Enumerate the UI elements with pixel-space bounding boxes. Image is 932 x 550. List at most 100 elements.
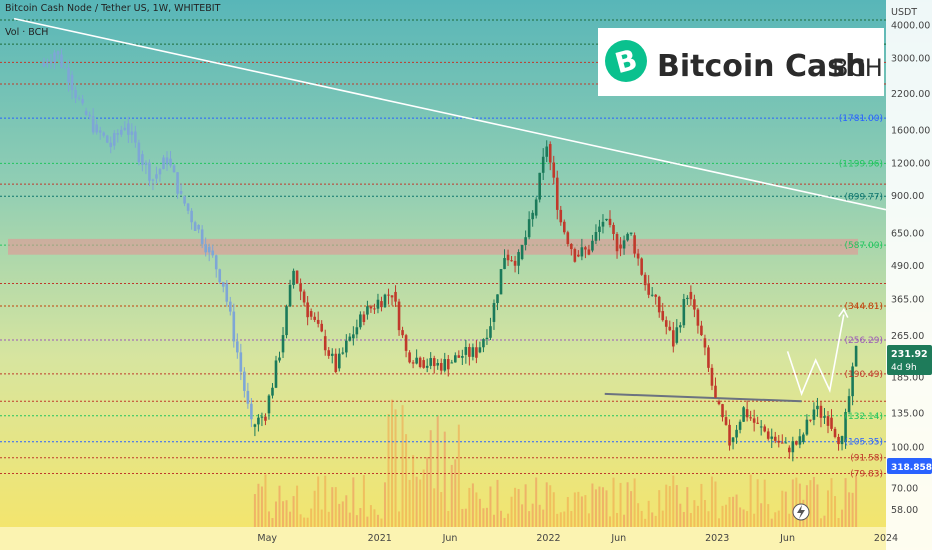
volume-bar (686, 487, 689, 527)
candle-body (675, 327, 679, 343)
candle-body (714, 385, 717, 398)
volume-bar (429, 430, 432, 527)
candle-body (362, 314, 366, 323)
candle-body (749, 417, 752, 419)
candle-body (221, 282, 225, 287)
volume-bar (795, 477, 798, 527)
candle-body (323, 336, 327, 351)
volume-bar (426, 457, 429, 527)
volume-bar (264, 474, 267, 527)
candle-body (112, 133, 116, 146)
candle-body (510, 260, 513, 262)
candle-body (780, 442, 784, 444)
candle-body (816, 405, 819, 410)
candle-body (809, 419, 812, 421)
volume-badge: 318.858K (887, 458, 932, 474)
candle-body (123, 127, 127, 130)
candle-body (53, 52, 56, 62)
candle-body (274, 360, 278, 388)
volume-bar (633, 478, 636, 527)
candle-body (141, 154, 144, 165)
volume-bar (767, 504, 770, 527)
candle-body (176, 172, 179, 194)
volume-bar (830, 478, 833, 527)
volume-bar (577, 491, 580, 527)
price-badge-countdown: 4d 9h (891, 363, 917, 373)
volume-bar (623, 514, 626, 527)
candle-body (548, 144, 552, 163)
volume-bar (735, 494, 738, 527)
volume-bar (306, 517, 309, 527)
x-tick-label: 2023 (705, 533, 729, 544)
candle-body (633, 235, 636, 254)
volume-bar (819, 518, 822, 527)
volume-bar (580, 496, 583, 527)
volume-bar (689, 512, 692, 527)
candle-body (415, 357, 418, 364)
volume-bar (317, 476, 320, 527)
volume-bar (651, 512, 654, 527)
candle-body (513, 260, 517, 266)
candle-body (450, 362, 454, 364)
volume-bar (630, 491, 633, 527)
candle-body (555, 177, 559, 210)
candle-body (369, 306, 373, 309)
y-tick-label: 650.00 (891, 228, 924, 239)
volume-bar (834, 496, 837, 527)
level-label: (79.83) (850, 469, 883, 479)
candle-body (267, 395, 271, 414)
candle-body (503, 258, 506, 270)
candle-body (601, 221, 605, 227)
level-label: (256.29) (844, 336, 883, 346)
candle-body (352, 334, 355, 339)
volume-bar (320, 509, 323, 527)
candle-body (475, 347, 478, 358)
candle-body (225, 283, 229, 302)
candle-body (671, 330, 675, 347)
y-tick-label: 900.00 (891, 191, 924, 202)
candle-body (383, 294, 387, 308)
candle-body (605, 218, 608, 221)
volume-bar (668, 486, 671, 527)
volume-bar (450, 464, 453, 527)
volume-bar (394, 409, 397, 527)
candle-body (88, 114, 91, 117)
candle-body (759, 426, 763, 428)
candle-body (524, 237, 527, 245)
candle-body (74, 90, 77, 98)
candle-body (664, 320, 668, 327)
volume-bar (471, 483, 474, 527)
volume-bar (447, 510, 450, 527)
candle-body (608, 218, 612, 225)
candle-body (355, 327, 359, 335)
volume-bar (348, 512, 351, 527)
candle-body (186, 203, 190, 211)
candle-body (288, 284, 292, 307)
volume-bar (331, 487, 334, 527)
volume-bar (549, 485, 552, 527)
candle-body (373, 308, 376, 310)
volume-bar (693, 500, 696, 527)
candle-body (144, 162, 148, 165)
volume-bar (278, 485, 281, 527)
y-tick-label: 3000.00 (891, 53, 930, 64)
candle-body (464, 347, 468, 355)
trendline (604, 392, 802, 403)
volume-bar (383, 482, 386, 527)
volume-bar (760, 503, 763, 527)
lightning-icon[interactable] (792, 503, 810, 521)
volume-bar (573, 492, 576, 527)
candle-body (454, 355, 457, 363)
volume-bar (812, 476, 815, 527)
volume-bar (605, 490, 608, 527)
candle-body (826, 416, 830, 426)
candle-body (700, 325, 703, 336)
volume-bar (440, 492, 443, 527)
x-tick-label: 2022 (536, 533, 560, 544)
volume-bar (696, 505, 699, 527)
volume-bar (454, 459, 457, 527)
candle-body (155, 174, 158, 179)
volume-bar (742, 509, 745, 527)
volume-bar (559, 512, 562, 527)
